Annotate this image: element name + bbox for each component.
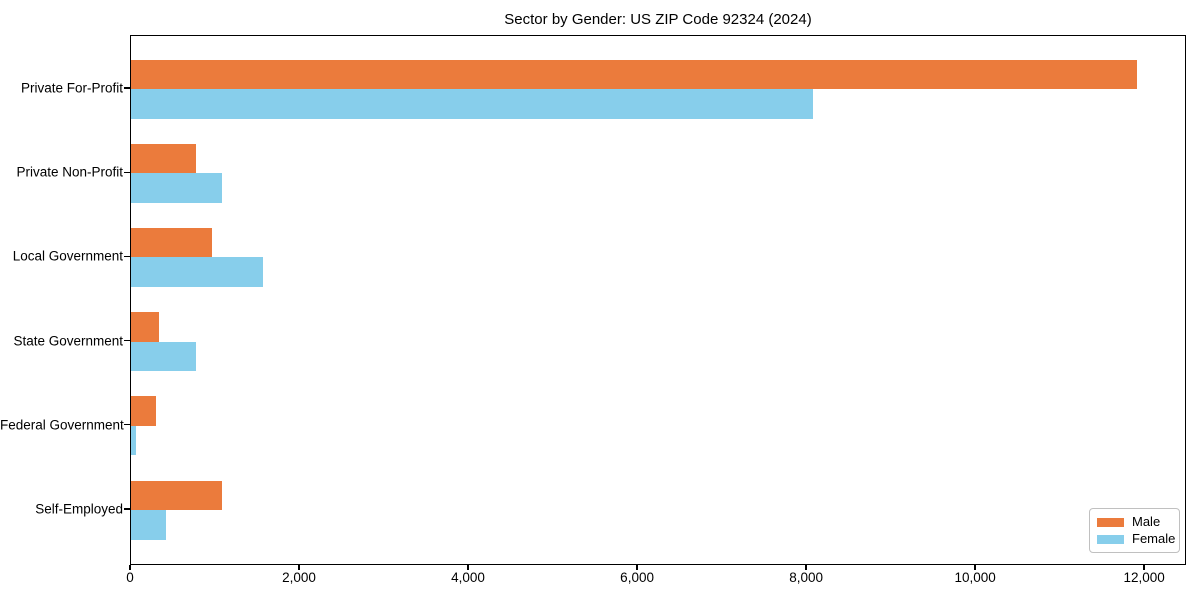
plot-area (130, 35, 1186, 565)
x-tick-label: 4,000 (451, 570, 485, 585)
x-tick-label: 8,000 (789, 570, 824, 585)
chart-title: Sector by Gender: US ZIP Code 92324 (202… (504, 11, 812, 28)
x-tick-label: 6,000 (620, 570, 654, 585)
legend-item-male: Male (1097, 514, 1179, 530)
x-tick-label: 12,000 (1123, 570, 1165, 585)
x-tick-mark (467, 565, 469, 570)
female-swatch-icon (1097, 534, 1124, 544)
bar-male (131, 396, 157, 426)
x-tick-label: 10,000 (954, 570, 996, 585)
y-tick-label: State Government (13, 333, 123, 349)
bar-female (131, 510, 166, 540)
y-tick-label: Self-Employed (35, 501, 123, 517)
y-tick-mark (124, 171, 130, 173)
x-tick-mark (636, 565, 638, 570)
bar-male (131, 143, 197, 174)
x-tick-mark (129, 565, 131, 570)
legend-item-female: Female (1097, 531, 1179, 547)
legend-label-male: Male (1132, 514, 1161, 529)
bar-female (131, 341, 197, 372)
y-tick-label: Federal Government (0, 417, 124, 433)
bar-male (131, 312, 159, 342)
x-tick-label: 0 (126, 570, 134, 585)
bar-female (131, 173, 223, 203)
y-tick-label: Private Non-Profit (16, 164, 123, 180)
y-tick-mark (124, 255, 130, 258)
legend-label-female: Female (1132, 531, 1176, 546)
bar-female (131, 89, 814, 119)
x-tick-mark (805, 565, 807, 570)
y-tick-mark (124, 424, 130, 426)
bar-female (131, 425, 137, 456)
bar-male (131, 480, 223, 510)
x-tick-mark (1143, 565, 1145, 570)
y-tick-mark (124, 339, 130, 342)
x-tick-mark (974, 565, 976, 570)
y-tick-mark (124, 508, 130, 510)
bar-female (131, 257, 263, 287)
y-tick-label: Local Government (12, 248, 123, 264)
y-tick-mark (124, 87, 130, 89)
x-tick-mark (298, 565, 300, 570)
y-tick-label: Private For-Profit (20, 80, 123, 96)
x-tick-label: 2,000 (282, 570, 316, 585)
legend: Male Female (1089, 508, 1180, 553)
bar-male (131, 227, 213, 258)
male-swatch-icon (1097, 517, 1124, 527)
bar-male (131, 59, 1137, 89)
